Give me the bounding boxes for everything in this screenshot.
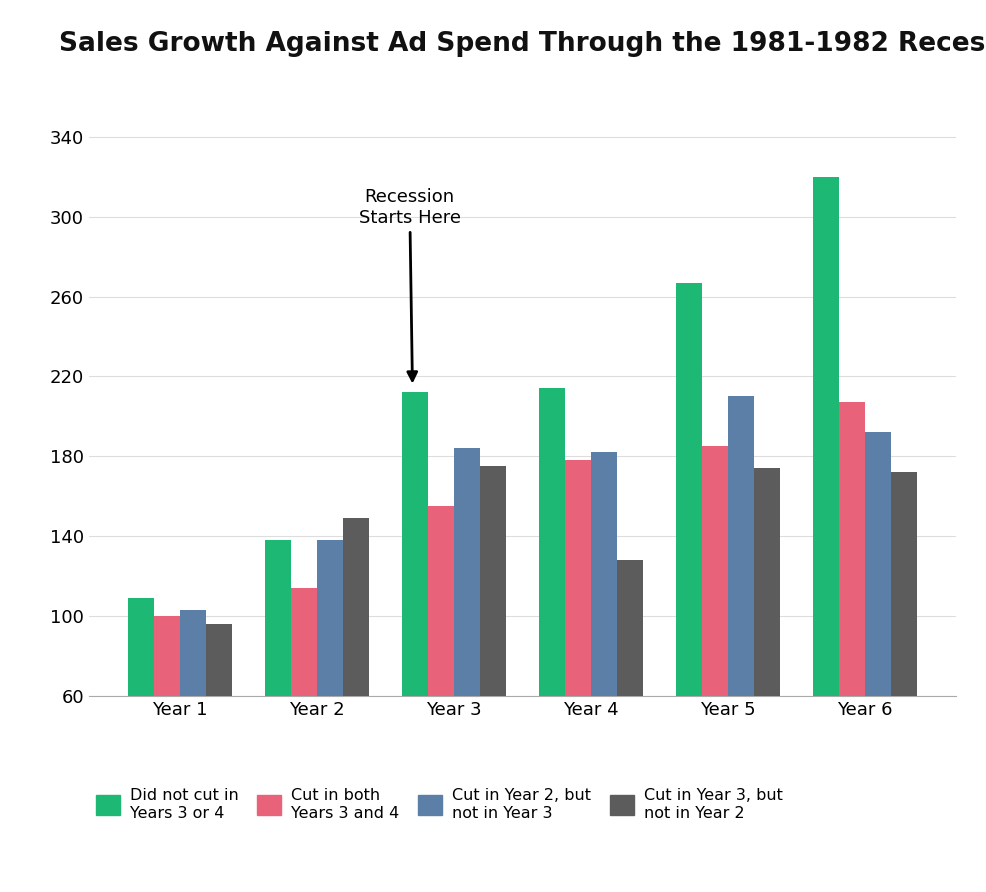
- Legend: Did not cut in
Years 3 or 4, Cut in both
Years 3 and 4, Cut in Year 2, but
not i: Did not cut in Years 3 or 4, Cut in both…: [88, 780, 791, 829]
- Text: Sales Growth Against Ad Spend Through the 1981-1982 Recession: Sales Growth Against Ad Spend Through th…: [59, 31, 986, 57]
- Bar: [154, 616, 180, 815]
- Bar: [565, 460, 591, 815]
- Bar: [754, 468, 780, 815]
- Bar: [676, 283, 702, 815]
- Bar: [591, 452, 617, 815]
- Bar: [291, 588, 317, 815]
- Bar: [343, 518, 369, 815]
- Bar: [428, 506, 455, 815]
- Bar: [455, 449, 480, 815]
- Bar: [128, 598, 154, 815]
- Bar: [702, 446, 728, 815]
- Bar: [402, 392, 428, 815]
- Bar: [728, 396, 754, 815]
- Bar: [180, 610, 206, 815]
- Bar: [265, 540, 291, 815]
- Bar: [617, 560, 643, 815]
- Bar: [812, 177, 839, 815]
- Bar: [206, 624, 233, 815]
- Bar: [865, 433, 891, 815]
- Bar: [317, 540, 343, 815]
- Bar: [539, 388, 565, 815]
- Bar: [891, 472, 917, 815]
- Bar: [839, 402, 865, 815]
- Bar: [480, 467, 506, 815]
- Text: Recession
Starts Here: Recession Starts Here: [359, 188, 460, 381]
